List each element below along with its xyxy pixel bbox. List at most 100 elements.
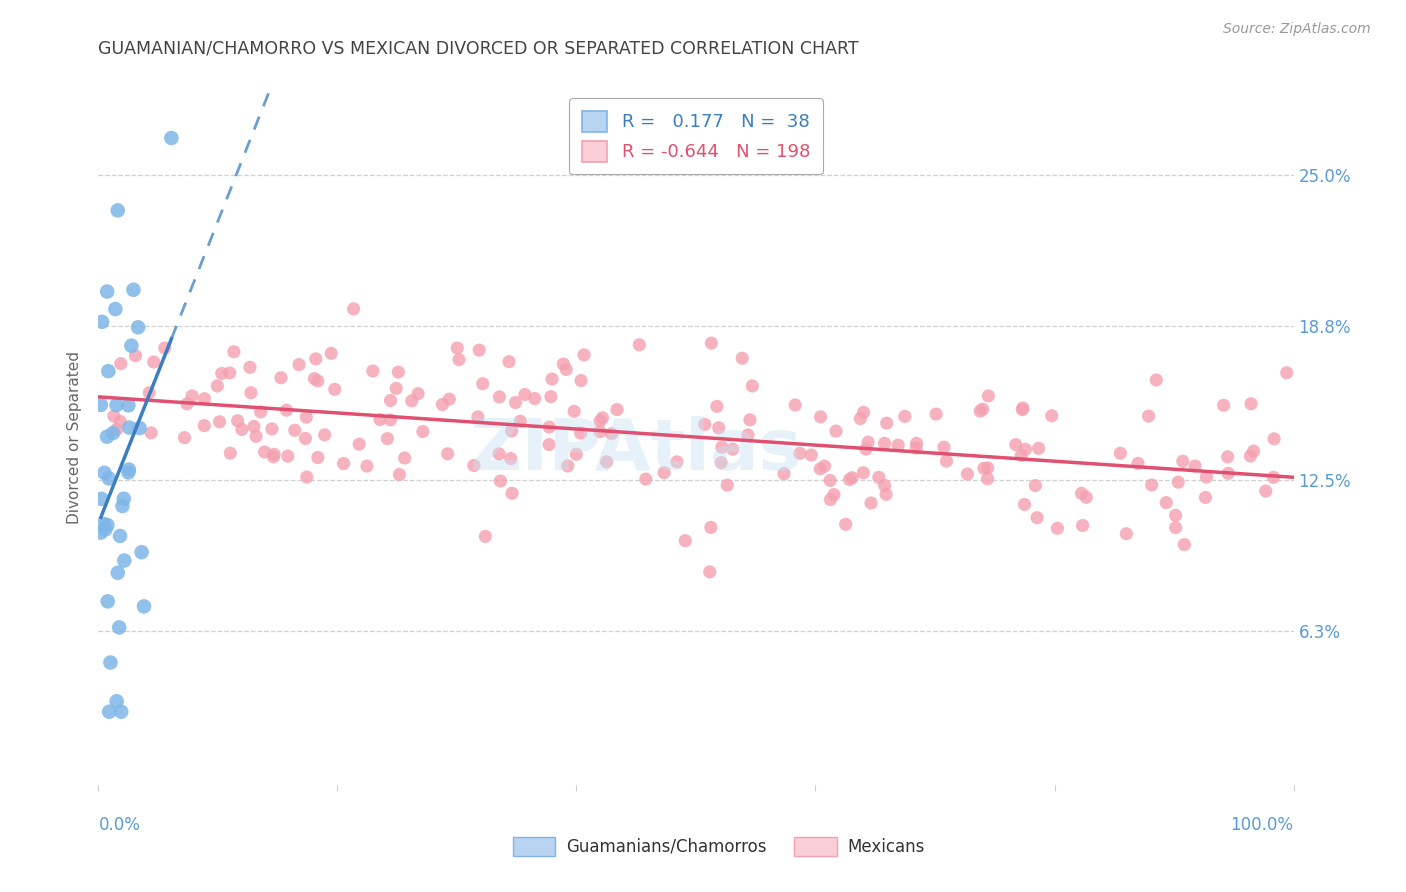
Point xyxy=(721,442,744,457)
Point xyxy=(925,407,948,421)
Point xyxy=(665,455,688,469)
Point xyxy=(565,447,588,461)
Point xyxy=(489,474,512,488)
Point xyxy=(592,410,614,425)
Point xyxy=(652,466,675,480)
Point xyxy=(852,405,875,419)
Point xyxy=(1040,409,1063,423)
Point xyxy=(813,459,835,474)
Point xyxy=(693,417,716,432)
Point xyxy=(412,425,434,439)
Point xyxy=(1173,538,1195,552)
Point xyxy=(488,390,510,404)
Point xyxy=(93,516,115,531)
Point xyxy=(825,424,848,438)
Point xyxy=(385,381,408,395)
Point xyxy=(388,467,411,482)
Legend: R =   0.177   N =  38, R = -0.644   N = 198: R = 0.177 N = 38, R = -0.644 N = 198 xyxy=(569,98,823,174)
Point xyxy=(1071,518,1094,533)
Point xyxy=(118,420,141,434)
Point xyxy=(112,553,135,567)
Point xyxy=(436,447,458,461)
Point xyxy=(211,367,233,381)
Point xyxy=(856,435,879,450)
Point xyxy=(1263,432,1285,446)
Point xyxy=(304,372,326,386)
Point xyxy=(541,372,564,386)
Point xyxy=(875,487,897,501)
Point xyxy=(513,387,536,401)
Point xyxy=(523,392,546,406)
Point xyxy=(439,392,461,406)
Point xyxy=(208,415,231,429)
Point xyxy=(1195,470,1218,484)
Point xyxy=(589,425,612,439)
Point xyxy=(1046,521,1069,535)
Point xyxy=(98,705,121,719)
Point xyxy=(342,301,364,316)
Point xyxy=(849,411,872,425)
Point xyxy=(474,529,496,543)
Point xyxy=(277,449,299,463)
Point xyxy=(810,409,832,424)
Point xyxy=(361,364,384,378)
Point xyxy=(773,467,796,481)
Point xyxy=(260,422,283,436)
Point xyxy=(108,414,131,428)
Point xyxy=(239,360,262,375)
Point xyxy=(96,285,118,299)
Point xyxy=(935,454,957,468)
Point xyxy=(1076,490,1098,504)
Point xyxy=(977,389,1000,403)
Point xyxy=(1164,508,1187,523)
Point xyxy=(295,410,318,425)
Point xyxy=(97,364,120,378)
Point xyxy=(207,379,229,393)
Point xyxy=(108,620,131,634)
Point xyxy=(699,565,721,579)
Point xyxy=(887,438,910,452)
Point xyxy=(446,341,468,355)
Point xyxy=(1239,449,1261,463)
Point xyxy=(1144,373,1167,387)
Point xyxy=(905,441,928,455)
Point xyxy=(555,362,578,376)
Point xyxy=(876,416,898,430)
Point xyxy=(447,352,470,367)
Point xyxy=(1109,446,1132,460)
Point xyxy=(253,445,276,459)
Point xyxy=(1011,402,1033,417)
Point xyxy=(131,545,153,559)
Point xyxy=(710,456,733,470)
Point xyxy=(323,383,346,397)
Point xyxy=(103,409,125,423)
Text: 100.0%: 100.0% xyxy=(1230,816,1294,834)
Point xyxy=(789,446,811,460)
Point xyxy=(117,398,139,412)
Point xyxy=(96,518,118,533)
Point xyxy=(841,471,863,485)
Point xyxy=(557,458,579,473)
Point xyxy=(270,370,292,384)
Point xyxy=(873,436,896,450)
Point xyxy=(595,455,617,469)
Point xyxy=(112,491,135,506)
Point xyxy=(105,398,128,412)
Point xyxy=(1243,444,1265,458)
Point xyxy=(1254,483,1277,498)
Point xyxy=(706,400,728,414)
Point xyxy=(321,346,343,360)
Point xyxy=(868,470,890,484)
Point xyxy=(1024,478,1046,492)
Text: ZIPAtlas: ZIPAtlas xyxy=(470,417,803,485)
Point xyxy=(276,403,298,417)
Point xyxy=(538,437,561,451)
Point xyxy=(262,450,284,464)
Point xyxy=(193,418,215,433)
Point xyxy=(710,440,733,454)
Point xyxy=(108,529,131,543)
Point xyxy=(700,520,723,534)
Point xyxy=(1140,478,1163,492)
Point xyxy=(288,358,311,372)
Point xyxy=(1028,442,1050,456)
